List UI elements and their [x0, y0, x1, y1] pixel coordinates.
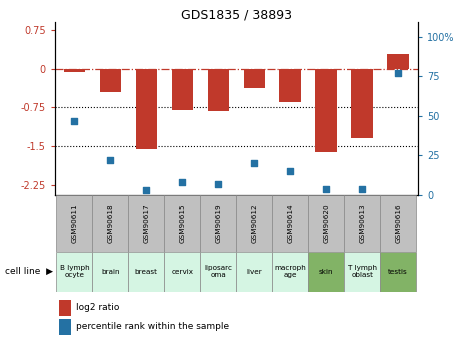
Bar	[272, 195, 308, 252]
Text: GSM90611: GSM90611	[71, 204, 77, 243]
Text: brain: brain	[101, 269, 120, 275]
Bar	[200, 195, 237, 252]
Point	[142, 187, 150, 193]
Point	[106, 157, 114, 163]
Bar	[308, 195, 344, 252]
Point	[394, 70, 402, 76]
Text: cervix: cervix	[171, 269, 193, 275]
Bar	[64, 69, 85, 72]
Bar	[164, 195, 200, 252]
Title: GDS1835 / 38893: GDS1835 / 38893	[181, 8, 292, 21]
Bar	[171, 69, 193, 110]
Point	[323, 186, 330, 191]
Text: GSM90612: GSM90612	[251, 204, 257, 243]
Bar	[315, 69, 337, 152]
Bar	[128, 252, 164, 292]
Bar	[128, 195, 164, 252]
Text: log2 ratio: log2 ratio	[76, 303, 119, 312]
Point	[215, 181, 222, 187]
Bar	[93, 252, 128, 292]
Bar	[380, 252, 416, 292]
Text: GSM90617: GSM90617	[143, 204, 149, 243]
Point	[250, 160, 258, 166]
Text: percentile rank within the sample: percentile rank within the sample	[76, 322, 229, 331]
Bar	[164, 252, 200, 292]
Bar	[380, 195, 416, 252]
Text: GSM90615: GSM90615	[180, 204, 185, 243]
Bar	[344, 252, 380, 292]
Text: B lymph
ocyte: B lymph ocyte	[59, 265, 89, 278]
Text: liver: liver	[247, 269, 262, 275]
Text: GSM90616: GSM90616	[395, 204, 401, 243]
Text: testis: testis	[389, 269, 408, 275]
Bar	[135, 69, 157, 149]
Bar	[244, 69, 265, 88]
Point	[359, 186, 366, 191]
Text: macroph
age: macroph age	[275, 265, 306, 278]
Bar	[272, 252, 308, 292]
Text: GSM90620: GSM90620	[323, 204, 329, 243]
Text: liposarc
oma: liposarc oma	[204, 265, 232, 278]
Point	[286, 168, 294, 174]
Bar	[200, 252, 237, 292]
Text: T lymph
oblast: T lymph oblast	[348, 265, 377, 278]
Bar	[388, 55, 409, 69]
Bar	[352, 69, 373, 138]
Text: GSM90618: GSM90618	[107, 204, 114, 243]
Text: GSM90619: GSM90619	[215, 204, 221, 243]
Bar	[93, 195, 128, 252]
Bar	[208, 69, 229, 111]
Bar	[100, 69, 121, 92]
Text: GSM90613: GSM90613	[359, 204, 365, 243]
Text: GSM90614: GSM90614	[287, 204, 293, 243]
Text: skin: skin	[319, 269, 333, 275]
Point	[179, 179, 186, 185]
Bar	[57, 195, 93, 252]
Bar	[237, 195, 272, 252]
Text: breast: breast	[135, 269, 158, 275]
Text: cell line  ▶: cell line ▶	[5, 267, 53, 276]
Bar	[57, 252, 93, 292]
Bar	[237, 252, 272, 292]
Bar	[308, 252, 344, 292]
Point	[71, 118, 78, 123]
Bar	[344, 195, 380, 252]
Bar	[279, 69, 301, 102]
